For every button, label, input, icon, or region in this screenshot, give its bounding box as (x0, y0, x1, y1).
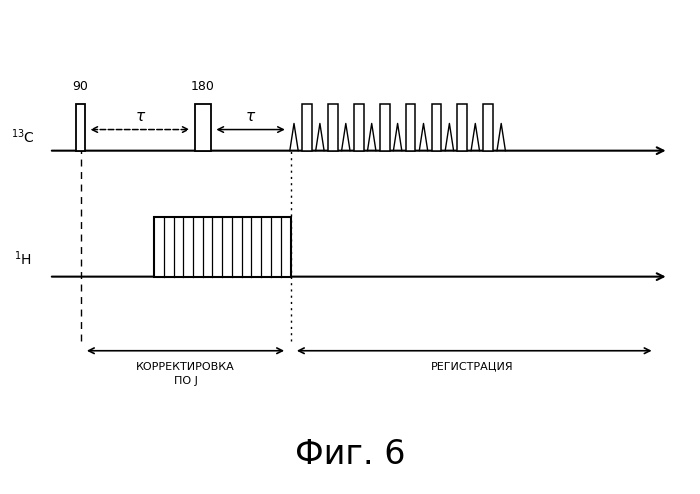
Text: КОРРЕКТИРОВКА: КОРРЕКТИРОВКА (136, 362, 235, 371)
Text: 180: 180 (191, 80, 215, 93)
Text: τ: τ (246, 109, 256, 124)
Bar (328, 104, 338, 151)
Bar (379, 104, 389, 151)
Bar (195, 104, 211, 151)
Bar (354, 104, 364, 151)
Text: Фиг. 6: Фиг. 6 (295, 438, 405, 471)
Text: $^{1}$H: $^{1}$H (14, 249, 32, 268)
Bar (431, 104, 441, 151)
Bar (405, 104, 415, 151)
Text: ПО J: ПО J (174, 376, 197, 386)
Text: $^{13}$C: $^{13}$C (11, 127, 35, 146)
Bar (302, 104, 312, 151)
Bar (483, 104, 493, 151)
Text: 90: 90 (73, 80, 88, 93)
Bar (154, 217, 290, 277)
Text: τ: τ (135, 109, 145, 124)
Bar (457, 104, 467, 151)
Text: РЕГИСТРАЦИЯ: РЕГИСТРАЦИЯ (431, 362, 514, 371)
Bar (76, 104, 85, 151)
